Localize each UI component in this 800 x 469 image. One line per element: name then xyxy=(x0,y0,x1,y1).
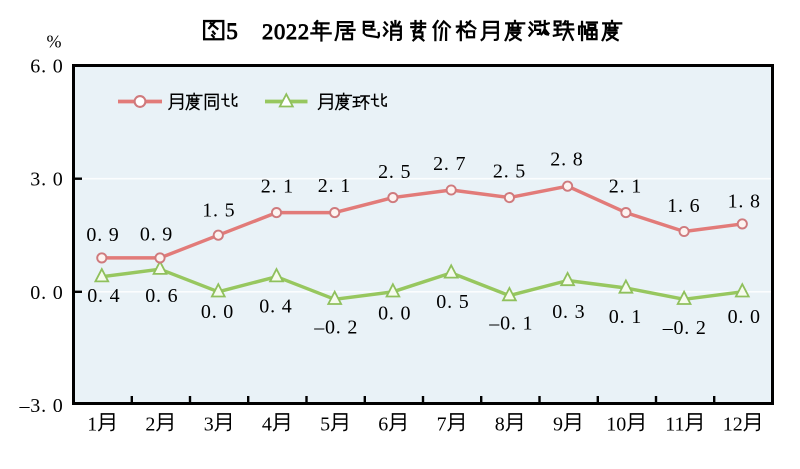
svg-text:2: 2 xyxy=(145,414,155,436)
svg-text:1. 8: 1. 8 xyxy=(728,190,761,212)
svg-text:0. 5: 0. 5 xyxy=(436,291,469,313)
svg-text:3: 3 xyxy=(204,414,214,436)
svg-text:6. 0: 6. 0 xyxy=(30,56,63,78)
svg-text:0. 0: 0. 0 xyxy=(728,306,761,328)
svg-text:5: 5 xyxy=(320,414,330,436)
svg-text:0. 4: 0. 4 xyxy=(87,285,120,307)
svg-text:–0. 2: –0. 2 xyxy=(662,317,707,339)
svg-text:4: 4 xyxy=(262,414,272,436)
svg-text:–0. 1: –0. 1 xyxy=(488,313,533,335)
svg-text:0. 4: 0. 4 xyxy=(259,296,292,318)
svg-text:9: 9 xyxy=(553,414,563,436)
svg-text:12: 12 xyxy=(723,414,743,436)
svg-text:6: 6 xyxy=(378,414,388,436)
svg-text:7: 7 xyxy=(437,414,447,436)
svg-text:–0. 2: –0. 2 xyxy=(313,316,358,338)
svg-text:10: 10 xyxy=(606,414,626,436)
svg-text:2. 1: 2. 1 xyxy=(261,176,294,198)
svg-text:2. 7: 2. 7 xyxy=(433,153,466,175)
svg-text:2. 1: 2. 1 xyxy=(609,176,642,198)
svg-text:0. 6: 0. 6 xyxy=(145,285,178,307)
svg-text:2. 5: 2. 5 xyxy=(378,161,411,183)
svg-text:0. 1: 0. 1 xyxy=(609,306,642,328)
svg-text:1. 6: 1. 6 xyxy=(667,195,700,217)
svg-text:3. 0: 3. 0 xyxy=(30,169,63,191)
svg-text:5: 5 xyxy=(226,19,238,44)
svg-text:0. 0: 0. 0 xyxy=(201,301,234,323)
svg-text:0. 9: 0. 9 xyxy=(86,224,119,246)
svg-text:2. 5: 2. 5 xyxy=(493,161,526,183)
svg-text:2. 1: 2. 1 xyxy=(318,175,351,197)
svg-text:11: 11 xyxy=(665,414,684,436)
svg-text:1: 1 xyxy=(87,414,97,436)
svg-text:0. 3: 0. 3 xyxy=(552,301,585,323)
svg-text:2. 8: 2. 8 xyxy=(550,148,583,170)
svg-text:8: 8 xyxy=(495,414,505,436)
svg-text:1. 5: 1. 5 xyxy=(202,199,235,221)
svg-text:0. 9: 0. 9 xyxy=(140,224,173,246)
svg-text:%: % xyxy=(47,31,62,51)
svg-text:0. 0: 0. 0 xyxy=(378,303,411,325)
svg-text:0. 0: 0. 0 xyxy=(30,282,63,304)
svg-text:–3. 0: –3. 0 xyxy=(19,395,64,417)
svg-text:2022: 2022 xyxy=(262,19,310,44)
